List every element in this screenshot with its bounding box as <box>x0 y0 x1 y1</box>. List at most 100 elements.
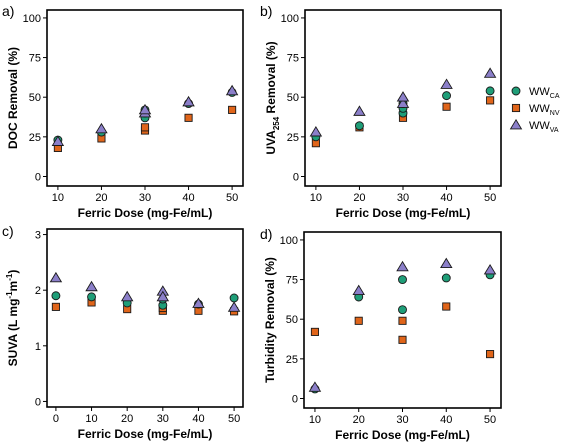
data-point-ww-ca <box>441 273 451 283</box>
panel-a: a) 10 20 30 40 50 0 25 50 75 100 Ferric Dose (mg-Fe… <box>2 3 244 220</box>
data-point-ww-ca <box>354 121 364 131</box>
x-tick-label: 40 <box>182 192 194 204</box>
legend-item-ww-nv: WWNV <box>511 103 560 117</box>
y-axis-label: DOC Removal (%) <box>6 47 20 149</box>
data-point-ww-va <box>192 297 205 308</box>
y-tick-label: 0 <box>292 393 298 405</box>
data-point-ww-nv <box>354 316 363 325</box>
data-point-ww-nv <box>442 102 451 111</box>
x-tick-label: 20 <box>353 192 365 204</box>
legend-marker <box>511 86 521 96</box>
y-tick-label: 50 <box>29 92 41 104</box>
x-axis-label: Ferric Dose (mg-Fe/mL) <box>335 428 470 442</box>
y-tick-label: 50 <box>286 314 298 326</box>
data-point-ww-ca <box>398 275 407 285</box>
y-tick-label: 75 <box>287 53 299 65</box>
y-tick-label: 75 <box>286 275 298 287</box>
data-point-ww-va <box>49 271 63 283</box>
x-axis-label: Ferric Dose (mg-Fe/mL) <box>78 427 213 441</box>
y-tick-label: 2 <box>35 285 41 297</box>
panel-c: c) 0 10 20 30 40 50 0 1 2 3 Ferric Dose (mg-Fe/mL) S… <box>2 223 244 441</box>
data-point-ww-va <box>483 263 497 275</box>
y-axis-label: SUVA (L mg-1m-1) <box>5 270 20 367</box>
legend-marker <box>509 118 523 130</box>
data-point-ww-va <box>138 103 152 115</box>
y-tick-label: 0 <box>35 171 41 183</box>
plot-frame <box>46 9 244 187</box>
data-point-ww-va <box>309 126 323 137</box>
data-point-ww-va <box>95 122 108 134</box>
data-point-ww-va <box>396 260 409 272</box>
data-point-ww-va <box>396 97 410 108</box>
data-point-ww-va <box>51 135 65 146</box>
data-point-ww-va <box>396 91 410 102</box>
x-tick-label: 30 <box>396 414 408 426</box>
x-tick-label: 50 <box>226 192 238 204</box>
data-point-ww-va <box>352 284 365 296</box>
data-point-ww-va <box>440 78 453 89</box>
data-point-ww-va <box>308 381 322 392</box>
x-tick-label: 10 <box>52 192 64 204</box>
data-point-ww-va <box>120 290 134 302</box>
data-point-ww-va <box>182 95 195 107</box>
data-point-ww-ca <box>87 292 96 302</box>
data-point-ww-nv <box>184 113 193 122</box>
y-axis-label: UVA254 Removal (%) <box>264 41 281 154</box>
data-point-ww-ca <box>485 86 495 96</box>
data-point-ww-va <box>353 105 366 116</box>
x-tick-label: 50 <box>228 413 240 425</box>
data-point-ww-ca <box>398 305 407 315</box>
data-point-ww-nv <box>310 327 319 336</box>
data-point-ww-nv <box>442 302 451 311</box>
panel-label: b) <box>260 3 272 19</box>
x-tick-label: 10 <box>310 192 322 204</box>
legend-label: WWVA <box>529 120 559 134</box>
data-point-ww-nv <box>51 302 60 311</box>
data-point-ww-nv <box>486 350 495 359</box>
y-axis-label: Turbidity Removal (%) <box>263 257 277 383</box>
x-tick-label: 40 <box>192 413 204 425</box>
x-tick-label: 30 <box>139 192 151 204</box>
y-tick-label: 100 <box>23 13 41 25</box>
y-tick-label: 50 <box>287 92 299 104</box>
x-axis-label: Ferric Dose (mg-Fe/mL) <box>336 206 471 220</box>
x-tick-label: 20 <box>95 192 107 204</box>
y-tick-label: 1 <box>35 341 41 353</box>
data-point-ww-va <box>440 257 453 269</box>
data-point-ww-ca <box>51 291 61 301</box>
y-tick-label: 100 <box>281 13 299 25</box>
y-tick-label: 0 <box>293 171 299 183</box>
data-point-ww-va <box>225 84 239 96</box>
x-tick-label: 50 <box>484 414 496 426</box>
data-point-ww-nv <box>486 96 495 105</box>
panel-d: d) 10 20 30 40 50 0 25 50 75 100 Ferric Dose (mg-Fe… <box>260 226 502 442</box>
x-tick-label: 40 <box>440 414 452 426</box>
y-tick-label: 25 <box>286 354 298 366</box>
panel-label: c) <box>2 223 14 239</box>
y-tick-label: 3 <box>35 230 41 242</box>
x-tick-label: 10 <box>309 414 321 426</box>
data-point-ww-va <box>156 290 170 302</box>
legend-item-ww-va: WWVA <box>509 118 559 134</box>
x-tick-label: 50 <box>484 192 496 204</box>
y-tick-label: 100 <box>280 235 298 247</box>
x-axis-label: Ferric Dose (mg-Fe/mL) <box>78 206 213 220</box>
data-point-ww-nv <box>398 335 407 344</box>
legend-item-ww-ca: WWCA <box>511 86 560 100</box>
y-tick-label: 25 <box>287 132 299 144</box>
data-point-ww-ca <box>442 91 452 101</box>
data-point-ww-nv <box>140 123 150 132</box>
data-point-ww-va <box>85 280 98 292</box>
plot-frame <box>46 228 244 408</box>
panel-b: b) 10 20 30 40 50 0 25 50 75 100 Ferric Dose (mg-Fe… <box>260 3 502 220</box>
y-tick-label: 25 <box>29 132 41 144</box>
x-tick-label: 0 <box>53 413 59 425</box>
legend: WWCA WWNV WWVA <box>509 86 560 134</box>
data-point-ww-va <box>483 67 497 78</box>
y-tick-label: 0 <box>35 396 41 408</box>
data-point-ww-nv <box>398 316 407 325</box>
legend-label: WWNV <box>529 103 560 117</box>
x-tick-label: 10 <box>85 413 97 425</box>
x-tick-label: 30 <box>157 413 169 425</box>
